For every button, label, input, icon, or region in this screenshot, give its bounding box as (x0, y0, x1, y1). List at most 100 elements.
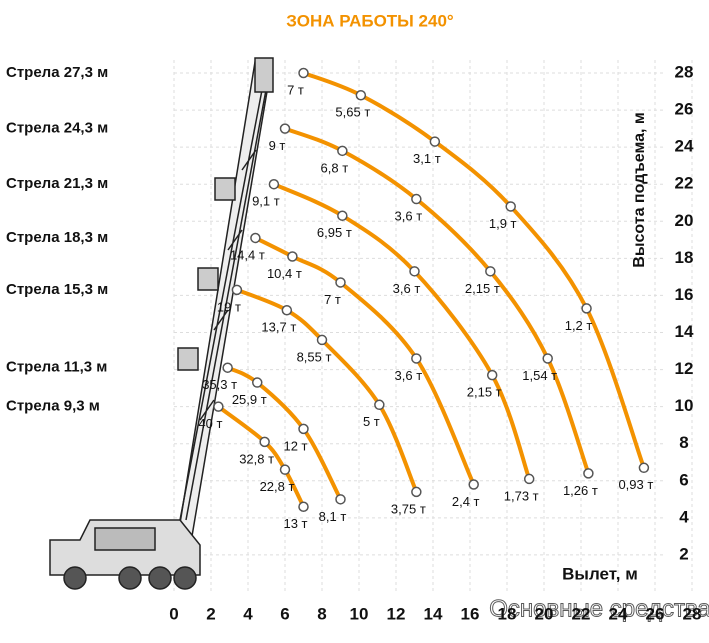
point (335, 494, 346, 505)
load-label: 8,55 т (297, 349, 332, 364)
curve (217, 405, 306, 508)
point (287, 251, 298, 262)
load-label: 12 т (283, 438, 307, 453)
load-label: 1,2 т (565, 318, 593, 333)
point (409, 266, 420, 277)
boom-label: Стрела 18,3 м (6, 229, 108, 246)
x-tick-label: 20 (535, 604, 554, 623)
point (213, 401, 224, 412)
point (485, 266, 496, 277)
y-tick-label: 14 (675, 322, 694, 341)
load-label: 0,93 т (618, 477, 653, 492)
load-label: 3,6 т (395, 368, 423, 383)
load-label: 6,95 т (317, 225, 352, 240)
point (298, 67, 309, 79)
y-tick-label: 20 (675, 211, 694, 230)
load-label: 1,54 т (522, 368, 557, 383)
load-label: 6,8 т (321, 160, 349, 175)
x-tick-label: 0 (169, 604, 178, 623)
point (638, 462, 650, 474)
point (231, 284, 243, 296)
point (298, 501, 309, 512)
x-tick-label: 26 (646, 604, 665, 623)
curve (236, 288, 419, 493)
load-label: 14,4 т (230, 247, 265, 262)
y-tick-label: 16 (675, 285, 694, 304)
point (505, 201, 516, 212)
load-label: 9 т (269, 138, 286, 153)
x-tick-label: 22 (572, 604, 591, 623)
load-label: 3,6 т (395, 208, 423, 223)
point (411, 193, 422, 205)
point (337, 210, 348, 221)
x-tick-label: 2 (206, 604, 215, 623)
load-label: 5 т (363, 414, 380, 429)
y-tick-label: 18 (675, 248, 694, 267)
x-tick-label: 8 (317, 604, 326, 623)
point (429, 136, 441, 147)
y-tick-label: 22 (675, 174, 694, 193)
point (374, 399, 385, 411)
boom-label: Стрела 11,3 м (6, 359, 107, 376)
load-label: 1,73 т (504, 488, 539, 503)
point (337, 145, 348, 157)
point (542, 353, 553, 364)
curve (302, 71, 646, 469)
x-tick-label: 24 (609, 604, 628, 623)
load-label: 3,6 т (393, 281, 421, 296)
point (250, 232, 261, 244)
load-label: 9,1 т (252, 194, 280, 209)
x-tick-label: 14 (424, 604, 443, 623)
chart-title: ЗОНА РАБОТЫ 240° (286, 11, 454, 30)
point (411, 353, 422, 364)
boom-label: Стрела 15,3 м (6, 281, 108, 298)
load-label: 25,9 т (232, 392, 267, 407)
load-label: 2,15 т (467, 385, 502, 400)
load-label: 13,7 т (261, 320, 296, 335)
x-axis-label: Вылет, м (562, 564, 638, 583)
boom-label: Стрела 27,3 м (6, 64, 108, 81)
load-label: 1,9 т (489, 216, 517, 231)
point (411, 486, 422, 498)
point (252, 377, 263, 388)
y-tick-label: 28 (675, 62, 694, 81)
point (222, 362, 233, 373)
load-label: 2,15 т (465, 281, 500, 296)
load-label: 35,3 т (202, 377, 237, 392)
point (281, 305, 293, 316)
load-label: 19 т (217, 299, 241, 314)
crane (49, 57, 274, 590)
x-tick-label: 12 (387, 604, 406, 623)
load-label: 13 т (283, 516, 307, 531)
load-label: 40 т (198, 416, 222, 431)
y-tick-label: 4 (679, 507, 689, 526)
y-axis-label: Высота подъема, м (631, 112, 648, 267)
x-tick-label: 10 (350, 604, 369, 623)
load-label: 7 т (287, 82, 304, 97)
y-tick-label: 6 (679, 470, 688, 489)
load-label: 3,75 т (391, 501, 426, 516)
load-label: 2,4 т (452, 494, 480, 509)
y-tick-label: 10 (675, 396, 694, 415)
boom-label: Стрела 9,3 м (6, 398, 100, 415)
watermark: Основные средства (489, 595, 709, 622)
y-tick-label: 8 (679, 433, 688, 452)
x-tick-label: 4 (243, 604, 253, 623)
x-tick-label: 28 (683, 604, 702, 623)
boom-label: Стрела 24,3 м (6, 120, 108, 137)
boom-label: Стрела 21,3 м (6, 175, 108, 192)
y-tick-label: 2 (679, 544, 688, 563)
x-tick-label: 18 (498, 604, 517, 623)
curve (254, 236, 476, 486)
x-tick-label: 6 (280, 604, 289, 623)
point (335, 277, 346, 288)
point (355, 89, 367, 101)
load-label: 22,8 т (260, 479, 295, 494)
load-label: 1,26 т (563, 483, 598, 498)
load-label: 5,65 т (335, 105, 370, 120)
point (279, 464, 291, 475)
load-label: 3,1 т (413, 151, 441, 166)
point (468, 479, 479, 490)
point (486, 369, 498, 381)
curve (273, 182, 532, 480)
